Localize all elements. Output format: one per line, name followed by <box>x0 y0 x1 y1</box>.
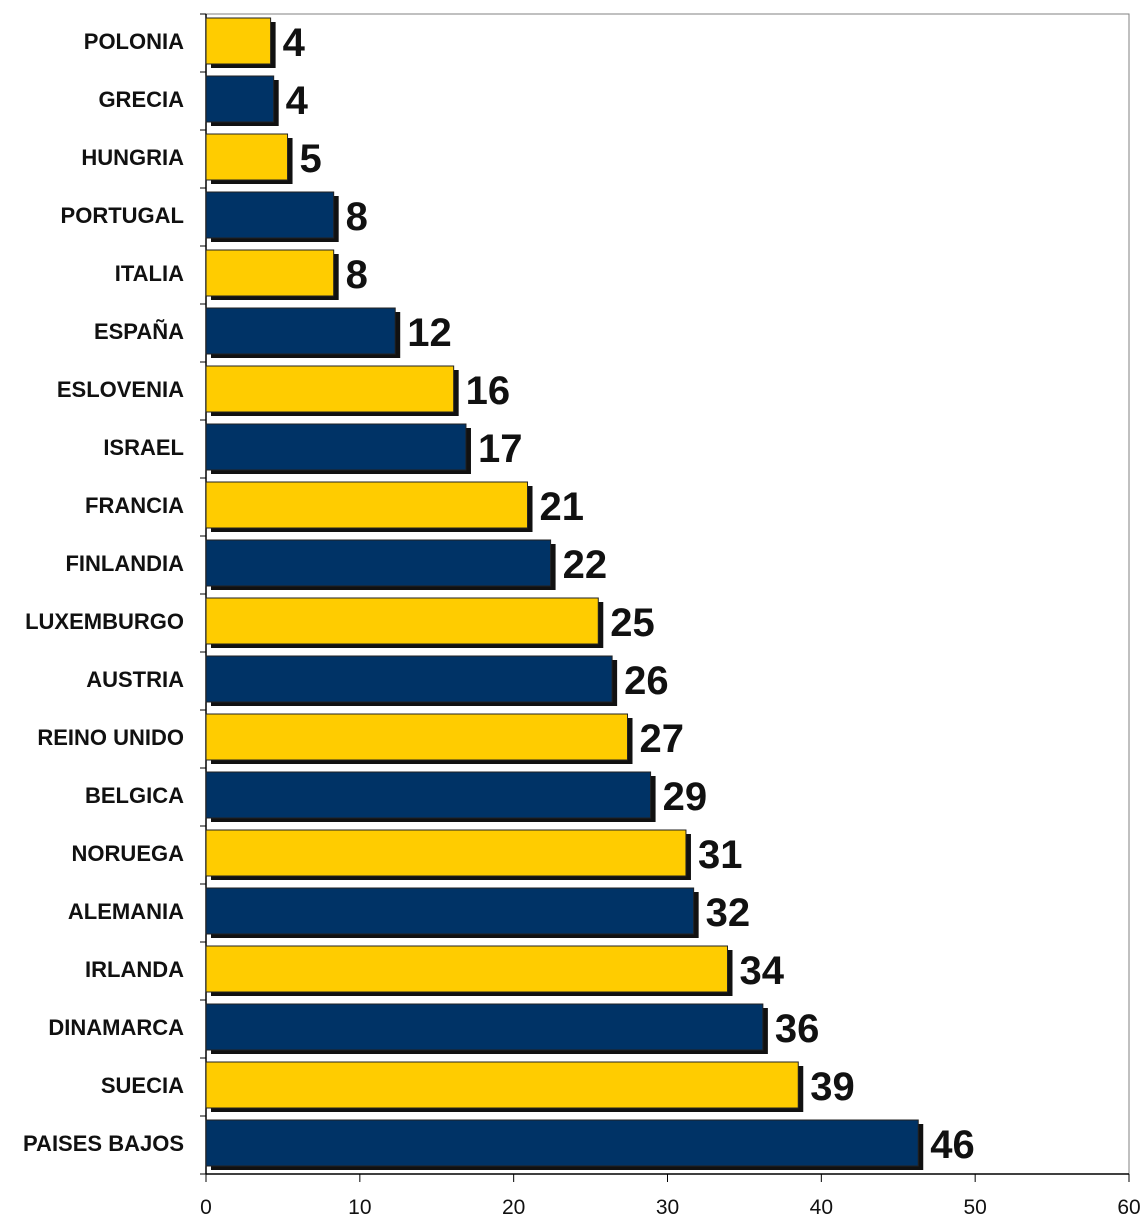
category-label: GRECIA <box>98 87 184 112</box>
value-label: 39 <box>810 1065 855 1109</box>
value-label: 8 <box>346 195 368 239</box>
bar-grecia <box>205 75 275 123</box>
bar-luxemburgo <box>205 597 599 645</box>
category-label: PORTUGAL <box>61 203 184 228</box>
bar-austria <box>205 655 613 703</box>
bar-israel <box>205 423 467 471</box>
x-tick-label: 20 <box>502 1196 525 1219</box>
x-tick-label: 50 <box>963 1196 986 1219</box>
category-label: ESLOVENIA <box>57 377 184 402</box>
x-tick-label: 40 <box>810 1196 833 1219</box>
bar-irlanda <box>205 945 728 993</box>
value-label: 34 <box>739 949 784 993</box>
bar-españa <box>205 307 396 355</box>
category-labels: POLONIA GRECIA HUNGRIA PORTUGAL ITALIA ESPAÑA… <box>23 29 184 1156</box>
category-label: ALEMANIA <box>68 899 184 924</box>
category-label: AUSTRIA <box>86 667 184 692</box>
value-label: 21 <box>540 485 585 529</box>
value-label: 12 <box>407 311 452 355</box>
x-tick-label: 10 <box>348 1196 371 1219</box>
bar-italia <box>205 249 335 297</box>
bars-group <box>205 17 924 1170</box>
x-tick-label: 30 <box>656 1196 679 1219</box>
category-label: HUNGRIA <box>81 145 184 170</box>
category-label: SUECIA <box>101 1073 184 1098</box>
bar-portugal <box>205 191 335 239</box>
value-label: 32 <box>706 891 751 935</box>
plot-frame <box>200 13 1130 1175</box>
value-label: 4 <box>283 21 306 65</box>
value-label: 4 <box>286 79 309 123</box>
x-axis: 0 10 20 30 40 50 60 <box>200 1173 1141 1219</box>
value-label: 16 <box>466 369 511 413</box>
category-label: ISRAEL <box>103 435 184 460</box>
value-label: 36 <box>775 1007 820 1051</box>
category-label: FINLANDIA <box>65 551 184 576</box>
bar-noruega <box>205 829 687 877</box>
value-label: 8 <box>346 253 368 297</box>
bar-reino-unido <box>205 713 629 761</box>
bar-suecia <box>205 1061 799 1109</box>
bar-hungria <box>205 133 289 181</box>
bar-polonia <box>205 17 272 65</box>
category-label: ITALIA <box>115 261 184 286</box>
value-label: 17 <box>478 427 523 471</box>
bar-dinamarca <box>205 1003 764 1051</box>
category-label: ESPAÑA <box>94 319 184 344</box>
bar-eslovenia <box>205 365 455 413</box>
category-label: FRANCIA <box>85 493 184 518</box>
plot-border <box>205 13 1130 1175</box>
value-label: 27 <box>640 717 685 761</box>
bar-francia <box>205 481 529 529</box>
value-label: 5 <box>300 137 322 181</box>
value-label: 29 <box>663 775 708 819</box>
category-label: IRLANDA <box>85 957 184 982</box>
category-label: POLONIA <box>84 29 184 54</box>
category-label: DINAMARCA <box>48 1015 184 1040</box>
category-label: BELGICA <box>85 783 184 808</box>
x-tick-label: 0 <box>200 1196 212 1219</box>
category-label: REINO UNIDO <box>37 725 184 750</box>
category-label: NORUEGA <box>72 841 185 866</box>
category-label: PAISES BAJOS <box>23 1131 184 1156</box>
bar-paises-bajos <box>205 1119 919 1167</box>
value-label: 22 <box>563 543 608 587</box>
value-label: 26 <box>624 659 669 703</box>
bar-alemania <box>205 887 695 935</box>
value-label: 46 <box>930 1123 975 1167</box>
value-label: 25 <box>610 601 655 645</box>
bar-belgica <box>205 771 652 819</box>
x-tick-label: 60 <box>1117 1196 1140 1219</box>
bar-finlandia <box>205 539 552 587</box>
value-label: 31 <box>698 833 743 877</box>
category-label: LUXEMBURGO <box>25 609 184 634</box>
